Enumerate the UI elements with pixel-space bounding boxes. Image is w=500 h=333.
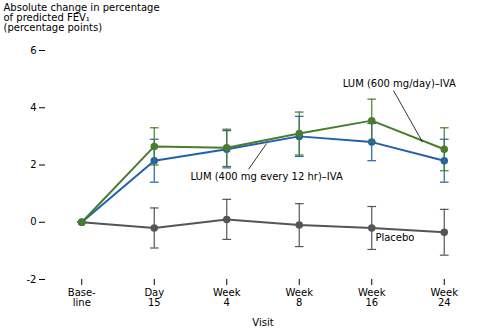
svg-text:4: 4 bbox=[30, 102, 36, 113]
svg-text:0: 0 bbox=[30, 216, 36, 227]
svg-text:LUM (400 mg every 12 hr)–IVA: LUM (400 mg every 12 hr)–IVA bbox=[191, 171, 343, 182]
svg-text:-2: -2 bbox=[27, 274, 37, 285]
svg-text:2: 2 bbox=[30, 159, 36, 170]
svg-text:Week24: Week24 bbox=[431, 287, 459, 308]
svg-text:6: 6 bbox=[30, 45, 36, 56]
svg-text:Visit: Visit bbox=[252, 317, 273, 328]
svg-text:Absolute change in percentageo: Absolute change in percentageof predicte… bbox=[4, 2, 160, 33]
svg-text:LUM (600 mg/day)–IVA: LUM (600 mg/day)–IVA bbox=[343, 78, 456, 89]
svg-text:Base-line: Base-line bbox=[68, 287, 96, 308]
svg-text:Week4: Week4 bbox=[213, 287, 241, 308]
svg-text:Placebo: Placebo bbox=[375, 232, 414, 243]
svg-text:Day15: Day15 bbox=[144, 287, 164, 308]
svg-text:Week16: Week16 bbox=[358, 287, 386, 308]
svg-text:Week8: Week8 bbox=[286, 287, 314, 308]
